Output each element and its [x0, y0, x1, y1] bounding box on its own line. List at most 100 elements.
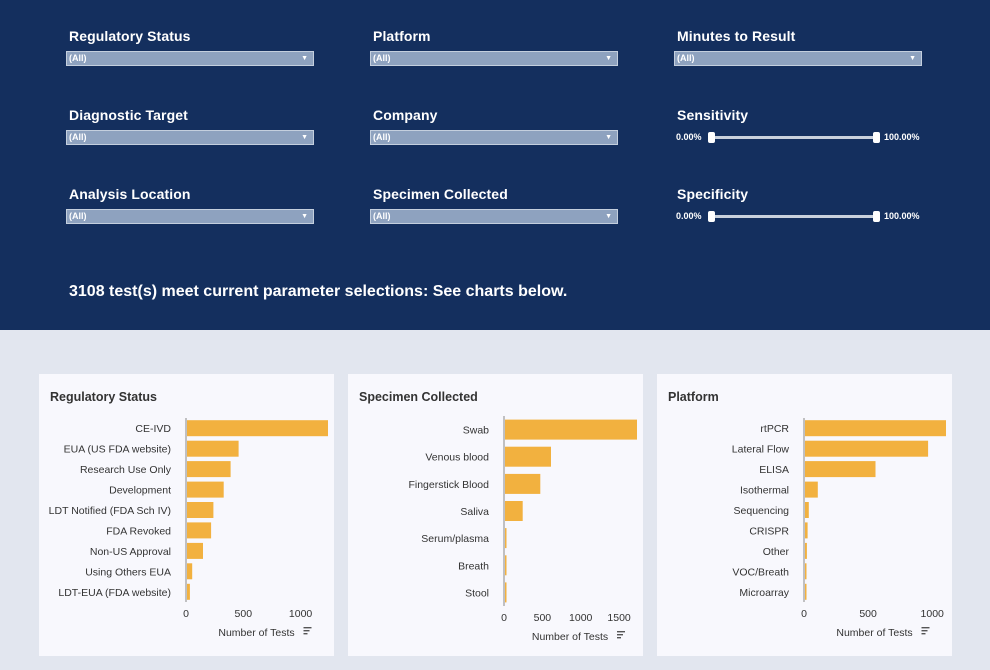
platform-chart: rtPCR Lateral Flow ELISA Isothermal Sequenci…	[732, 418, 946, 639]
regulatory-status-chart: CE-IVD EUA (US FDA website) Research Use O…	[49, 418, 328, 639]
tick-label: 1000	[289, 608, 313, 620]
category-label: Serum/plasma	[421, 533, 489, 545]
category-label: CRISPR	[749, 525, 789, 537]
category-label: Research Use Only	[80, 464, 172, 476]
tick-label: 1000	[921, 608, 945, 620]
category-label: LDT Notified (FDA Sch IV)	[49, 505, 171, 517]
chevron-down-icon: ▼	[605, 55, 612, 62]
bar	[505, 419, 637, 440]
chevron-down-icon: ▼	[301, 134, 308, 141]
regulatory-status-chart-panel: Regulatory Status CE-IVD EUA (US FDA webs…	[39, 374, 334, 656]
sort-icon-bar	[617, 631, 625, 633]
category-label: Stool	[465, 587, 489, 599]
sort-icon-bar	[303, 630, 310, 632]
category-label: ELISA	[759, 464, 789, 476]
sensitivity-max-handle[interactable]	[873, 132, 880, 143]
bar	[187, 563, 193, 580]
category-label: Non-US Approval	[90, 546, 171, 558]
sort-icon[interactable]	[921, 627, 930, 635]
analysis-location-dropdown[interactable]: (All) ▼	[66, 209, 314, 224]
category-label: rtPCR	[760, 423, 789, 435]
sensitivity-min-value: 0.00%	[676, 132, 702, 142]
minutes-to-result-dropdown[interactable]: (All) ▼	[674, 51, 922, 66]
bar	[187, 502, 214, 518]
sort-icon-bar	[303, 633, 308, 635]
diagnostic-target-label: Diagnostic Target	[69, 107, 188, 123]
sensitivity-max-value: 100.00%	[884, 132, 920, 142]
specificity-max-handle[interactable]	[873, 211, 880, 222]
sort-icon-bar	[303, 627, 312, 629]
x-axis-title: Number of Tests	[532, 631, 608, 643]
specificity-slider[interactable]: 0.00% 100.00%	[676, 209, 936, 225]
category-label: VOC/Breath	[732, 566, 789, 578]
bar	[505, 473, 541, 494]
specificity-track[interactable]	[714, 215, 878, 218]
tick-label: 1000	[569, 612, 593, 624]
platform-label: Platform	[373, 28, 431, 44]
bar	[187, 481, 224, 498]
platform-value: (All)	[373, 53, 391, 63]
sensitivity-track[interactable]	[714, 136, 878, 139]
chart-title: Platform	[668, 390, 719, 404]
category-label: Using Others EUA	[85, 566, 171, 578]
category-label: LDT-EUA (FDA website)	[58, 587, 171, 599]
sort-icon[interactable]	[303, 627, 312, 635]
company-value: (All)	[373, 132, 391, 142]
bar	[805, 502, 809, 518]
bar	[187, 461, 231, 478]
analysis-location-label: Analysis Location	[69, 186, 191, 202]
platform-chart-panel: Platform rtPCR Lateral Flow ELISA Isotherma…	[657, 374, 952, 656]
x-axis-title: Number of Tests	[836, 627, 912, 639]
tick-label: 500	[859, 608, 877, 620]
sort-icon-bar	[921, 627, 930, 629]
bar	[805, 522, 808, 539]
sort-icon[interactable]	[617, 631, 625, 639]
specimen-collected-chart: Swab Venous blood Fingerstick Blood Saliva S…	[408, 416, 637, 643]
sort-icon-bar	[617, 634, 623, 636]
chevron-down-icon: ▼	[605, 134, 612, 141]
regulatory-status-label: Regulatory Status	[69, 28, 191, 44]
specificity-min-value: 0.00%	[676, 211, 702, 221]
bar	[187, 542, 203, 559]
platform-dropdown[interactable]: (All) ▼	[370, 51, 618, 66]
category-label: EUA (US FDA website)	[64, 444, 171, 456]
category-label: Microarray	[739, 587, 789, 599]
tick-label: 500	[534, 612, 552, 624]
regulatory-status-dropdown[interactable]: (All) ▼	[66, 51, 314, 66]
diagnostic-target-dropdown[interactable]: (All) ▼	[66, 130, 314, 145]
bar	[805, 440, 929, 457]
bar	[187, 420, 328, 437]
category-label: Saliva	[460, 506, 489, 518]
tick-label: 0	[183, 608, 189, 620]
category-label: Isothermal	[740, 485, 789, 497]
category-label: Development	[109, 485, 171, 497]
category-label: Venous blood	[425, 452, 489, 464]
specificity-max-value: 100.00%	[884, 211, 920, 221]
bar	[505, 446, 551, 467]
specificity-min-handle[interactable]	[708, 211, 715, 222]
sensitivity-min-handle[interactable]	[708, 132, 715, 143]
chevron-down-icon: ▼	[301, 55, 308, 62]
tick-label: 500	[235, 608, 253, 620]
sensitivity-label: Sensitivity	[677, 107, 749, 123]
category-label: Other	[763, 546, 790, 558]
bar	[187, 583, 190, 600]
category-label: Fingerstick Blood	[408, 479, 489, 491]
company-dropdown[interactable]: (All) ▼	[370, 130, 618, 145]
company-label: Company	[373, 107, 438, 123]
category-label: CE-IVD	[135, 423, 171, 435]
category-label: FDA Revoked	[106, 525, 171, 537]
bar	[805, 420, 946, 437]
sensitivity-slider[interactable]: 0.00% 100.00%	[676, 130, 936, 146]
chevron-down-icon: ▼	[301, 213, 308, 220]
bar	[805, 583, 807, 600]
results-summary: 3108 test(s) meet current parameter sele…	[69, 283, 568, 300]
analysis-location-value: (All)	[69, 211, 87, 221]
specimen-collected-dropdown[interactable]: (All) ▼	[370, 209, 618, 224]
bar	[187, 522, 212, 539]
minutes-to-result-label: Minutes to Result	[677, 28, 796, 44]
specimen-collected-value: (All)	[373, 211, 391, 221]
category-label: Breath	[458, 560, 489, 572]
chart-title: Specimen Collected	[359, 390, 478, 404]
bar	[187, 440, 239, 457]
